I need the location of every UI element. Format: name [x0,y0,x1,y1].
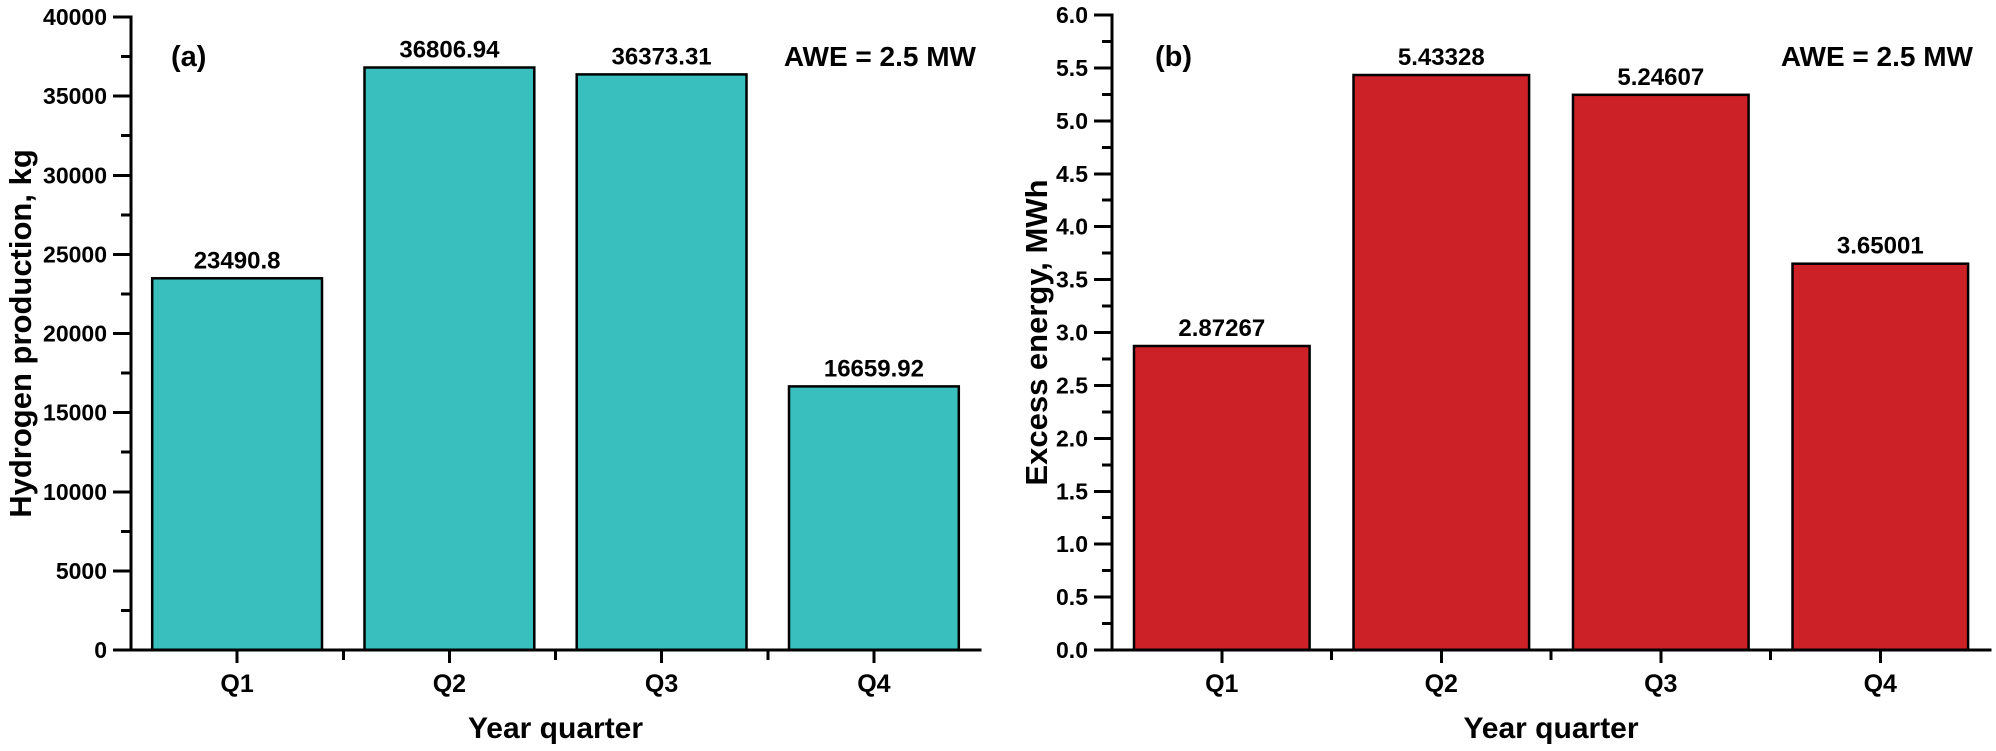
y-tick-label: 0.5 [1056,584,1088,610]
y-tick-label: 2.5 [1056,372,1088,398]
y-tick-label: 20000 [43,321,107,347]
bar-value-label: 23490.8 [194,247,281,274]
bar-Q3 [575,73,748,652]
bar-value-label: 16659.92 [824,355,924,382]
y-tick-label: 0.0 [1056,637,1088,663]
y-tick-label: 5000 [56,558,107,584]
bar-value-label: 36806.94 [399,37,500,64]
chart-panel-b: 2.87267 5.43328 5.24607 3.65001 0.0 0.5 1.0 1.5… [1019,2,1992,745]
y-tick-label: 40000 [43,4,107,30]
y-tick-label: 15000 [43,400,107,426]
y-tick-label: 35000 [43,83,107,109]
y-tick-label: 1.0 [1056,531,1088,557]
panel-label: (a) [171,41,206,73]
x-tick-label: Q1 [1205,670,1238,698]
y-tick-label: 10000 [43,479,107,505]
x-tick-label: Q3 [1644,670,1677,698]
y-tick-label: 2.0 [1056,425,1088,451]
annotation-text: AWE = 2.5 MW [784,41,977,72]
y-axis-title: Excess energy, MWh [1019,179,1054,485]
y-tick-label: 25000 [43,241,107,267]
y-tick-label: 30000 [43,162,107,188]
bar-value-label: 2.87267 [1178,315,1265,342]
y-tick-label: 1.5 [1056,478,1088,504]
y-tick-label: 5.5 [1056,55,1088,81]
y-tick-label: 4.0 [1056,214,1088,240]
y-tick-label: 3.0 [1056,320,1088,346]
bar-value-label: 36373.31 [612,43,712,70]
y-tick-label: 0 [94,637,107,663]
bar-Q4 [1791,262,1970,652]
y-axis-title: Hydrogen production, kg [3,149,38,518]
y-tick-label: 4.5 [1056,161,1088,187]
y-tick-label: 3.5 [1056,267,1088,293]
bar-Q4 [787,385,961,652]
panel-label: (b) [1155,41,1192,73]
x-axis-title: Year quarter [1463,712,1638,745]
bar-Q1 [150,277,324,652]
bar-value-label: 5.24607 [1617,64,1704,91]
chart-panel-a: 23490.8 36806.94 36373.31 16659.92 0 5000 1000… [3,4,982,745]
x-tick-label: Q3 [645,670,678,698]
y-tick-label: 5.0 [1056,108,1088,134]
bar-Q1 [1132,344,1311,652]
bar-value-label: 5.43328 [1398,44,1485,71]
bar-Q2 [363,66,536,652]
x-tick-label: Q1 [220,670,253,698]
bar-Q3 [1571,93,1750,652]
x-axis-title: Year quarter [468,712,643,745]
x-tick-label: Q2 [433,670,466,698]
bar-Q2 [1352,73,1531,652]
x-tick-label: Q4 [857,670,890,698]
x-tick-label: Q4 [1864,670,1897,698]
bar-value-label: 3.65001 [1837,233,1924,260]
x-tick-label: Q2 [1425,670,1458,698]
y-tick-label: 6.0 [1056,2,1088,28]
annotation-text: AWE = 2.5 MW [1781,41,1974,72]
